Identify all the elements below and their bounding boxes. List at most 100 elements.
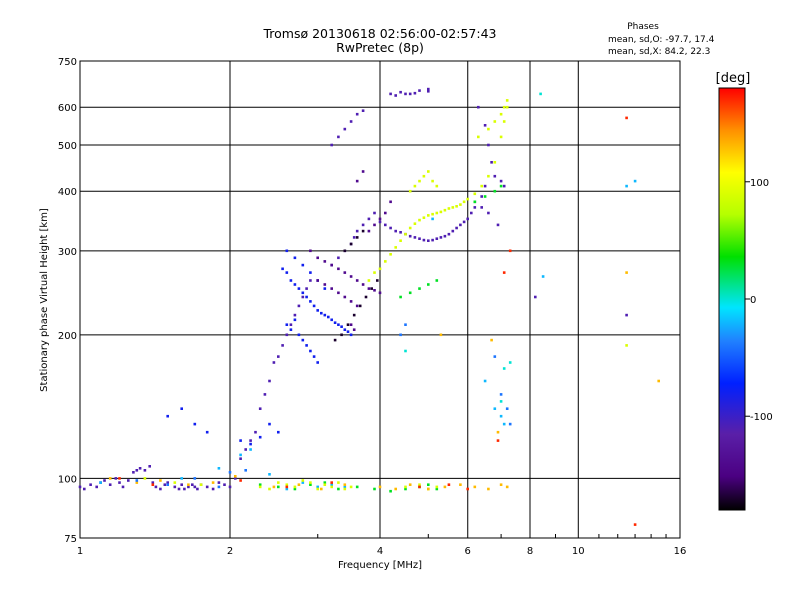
y-tick-label: 600 <box>58 103 77 114</box>
data-point <box>480 206 483 209</box>
data-point <box>349 275 353 278</box>
phases-heading: Phases <box>627 22 659 32</box>
data-point <box>483 195 487 198</box>
data-point <box>239 453 242 457</box>
data-point <box>505 485 509 489</box>
data-point <box>258 485 262 489</box>
data-point <box>490 161 493 164</box>
data-point <box>272 361 276 364</box>
data-point <box>78 485 82 489</box>
data-point <box>239 457 242 460</box>
data-point <box>427 87 430 91</box>
data-point <box>370 287 373 290</box>
data-point <box>473 206 477 209</box>
data-point <box>151 483 155 486</box>
data-point <box>309 481 312 484</box>
data-point <box>502 422 506 426</box>
data-point <box>305 344 308 347</box>
data-point <box>418 483 421 486</box>
data-point <box>427 239 430 242</box>
data-point <box>343 127 347 131</box>
data-point <box>323 483 327 486</box>
data-point <box>108 483 112 486</box>
data-point <box>323 260 327 263</box>
data-point <box>384 260 387 263</box>
data-point <box>499 135 503 139</box>
y-axis-label: Stationary phase Virtual Height [km] <box>39 208 50 392</box>
data-point <box>187 485 190 489</box>
data-point <box>277 430 280 434</box>
data-point <box>480 184 483 188</box>
data-point <box>439 236 443 239</box>
data-point <box>330 481 333 484</box>
data-point <box>166 414 169 418</box>
data-point <box>258 435 262 439</box>
data-point <box>358 304 362 308</box>
x-tick-label: 1 <box>77 546 83 557</box>
data-point <box>349 333 353 337</box>
data-point <box>193 422 197 426</box>
data-point <box>330 485 333 489</box>
data-point <box>502 105 506 109</box>
data-point <box>459 203 462 206</box>
data-point <box>427 170 430 173</box>
data-point <box>323 287 327 290</box>
data-point <box>330 263 333 267</box>
data-point <box>373 289 376 292</box>
data-point <box>493 174 497 178</box>
data-point <box>408 483 412 486</box>
data-point <box>349 242 353 246</box>
data-point <box>312 355 316 358</box>
data-point <box>466 197 469 201</box>
data-point <box>289 279 293 282</box>
data-point <box>508 249 512 253</box>
data-point <box>272 485 276 489</box>
data-point <box>151 481 155 484</box>
x-axis-label: Frequency [MHz] <box>338 560 422 571</box>
data-point <box>367 287 371 290</box>
data-point <box>337 256 340 260</box>
data-point <box>625 313 628 317</box>
data-point <box>462 220 466 224</box>
data-point <box>281 267 284 271</box>
data-point <box>408 234 412 238</box>
data-point <box>435 485 439 489</box>
y-tick-label: 100 <box>58 474 77 485</box>
data-point <box>435 237 439 240</box>
data-point <box>394 246 397 249</box>
data-point <box>413 236 417 239</box>
data-point <box>499 414 503 418</box>
data-point <box>487 174 490 178</box>
data-point <box>187 483 190 486</box>
data-point <box>99 481 102 484</box>
data-point <box>378 485 382 489</box>
data-point <box>418 218 421 222</box>
data-point <box>477 105 480 109</box>
data-point <box>301 291 305 295</box>
data-point <box>285 483 289 486</box>
data-point <box>408 189 412 193</box>
data-point <box>435 211 439 215</box>
data-point <box>487 127 490 131</box>
data-point <box>217 485 221 489</box>
data-point <box>418 237 421 240</box>
data-point <box>309 271 312 274</box>
data-point <box>394 487 397 491</box>
data-point <box>534 295 537 299</box>
data-point <box>340 333 343 337</box>
data-point <box>355 236 359 239</box>
chart-subtitle: RwPretec (8p) <box>336 40 424 55</box>
data-point <box>268 379 271 383</box>
data-point <box>277 355 280 358</box>
data-point <box>135 479 139 482</box>
data-point <box>305 295 308 299</box>
data-point <box>418 179 421 183</box>
data-point <box>499 179 503 183</box>
data-point <box>361 109 365 112</box>
data-point <box>439 333 443 337</box>
x-tick-label: 2 <box>227 546 233 557</box>
data-point <box>477 135 480 139</box>
data-point <box>483 124 487 127</box>
data-point <box>118 477 121 480</box>
data-point <box>459 483 462 486</box>
